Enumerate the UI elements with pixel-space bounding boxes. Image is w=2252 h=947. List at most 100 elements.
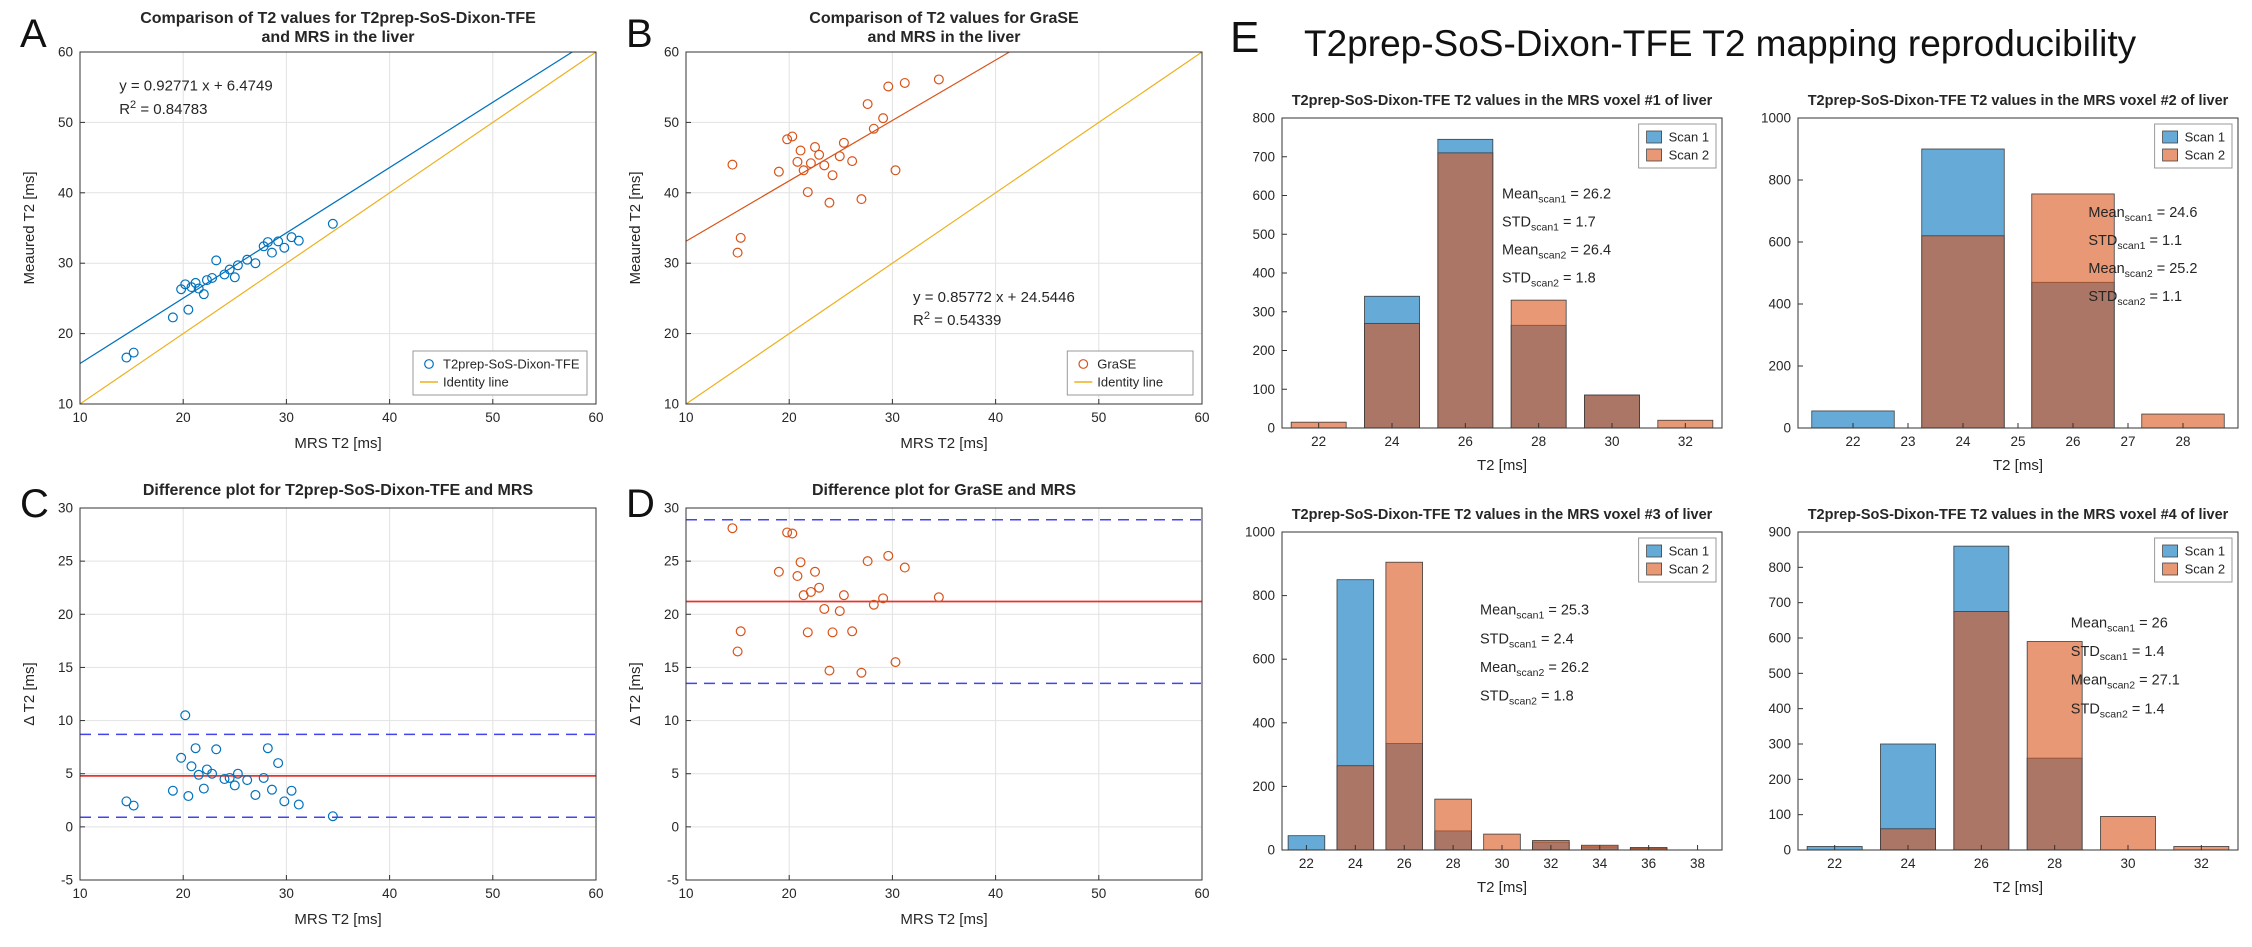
svg-text:400: 400 (1768, 297, 1791, 312)
svg-text:20: 20 (58, 607, 73, 622)
svg-text:200: 200 (1252, 779, 1275, 794)
svg-text:500: 500 (1252, 227, 1275, 242)
svg-text:10: 10 (72, 886, 87, 901)
svg-text:30: 30 (664, 501, 679, 516)
svg-text:40: 40 (58, 185, 73, 200)
svg-text:30: 30 (664, 256, 679, 271)
panel-e-title: T2prep-SoS-Dixon-TFE T2 mapping reproduc… (1304, 23, 2137, 64)
svg-text:50: 50 (485, 410, 500, 425)
svg-text:25: 25 (664, 554, 679, 569)
svg-text:25: 25 (58, 554, 73, 569)
svg-text:Meaured T2 [ms]: Meaured T2 [ms] (627, 171, 644, 284)
svg-text:26: 26 (1397, 856, 1412, 871)
svg-text:40: 40 (382, 886, 397, 901)
svg-text:700: 700 (1252, 149, 1275, 164)
svg-text:60: 60 (1194, 886, 1209, 901)
svg-text:5: 5 (671, 766, 679, 781)
svg-text:22: 22 (1299, 856, 1314, 871)
svg-text:y = 0.92771 x + 6.4749: y = 0.92771 x + 6.4749 (119, 78, 272, 95)
svg-text:and MRS in the liver: and MRS in the liver (868, 29, 1021, 46)
svg-text:50: 50 (58, 115, 73, 130)
svg-text:400: 400 (1252, 266, 1275, 281)
svg-text:T2prep-SoS-Dixon-TFE T2 values: T2prep-SoS-Dixon-TFE T2 values in the MR… (1292, 507, 1713, 523)
svg-text:500: 500 (1768, 666, 1791, 681)
svg-text:30: 30 (279, 410, 294, 425)
svg-text:26: 26 (1974, 856, 1989, 871)
svg-text:15: 15 (664, 660, 679, 675)
chart-histogram-voxel-4: Meanscan1 = 26 STDscan1 = 1.4 Meanscan2 = … (1742, 502, 2250, 902)
svg-text:20: 20 (664, 607, 679, 622)
svg-text:40: 40 (382, 410, 397, 425)
chart-histogram-voxel-1: Meanscan1 = 26.2 STDscan1 = 1.7 Meanscan2 … (1226, 88, 1734, 480)
svg-text:200: 200 (1252, 343, 1275, 358)
svg-text:800: 800 (1768, 173, 1791, 188)
svg-text:0: 0 (1267, 843, 1275, 858)
svg-text:36: 36 (1641, 856, 1656, 871)
svg-text:R2 = 0.84783: R2 = 0.84783 (119, 99, 207, 118)
svg-text:Meanscan2 = 25.2: Meanscan2 = 25.2 (2088, 261, 2197, 280)
svg-text:Scan 2: Scan 2 (1669, 562, 1709, 577)
svg-text:600: 600 (1768, 235, 1791, 250)
svg-text:Comparison of T2 values for T2: Comparison of T2 values for T2prep-SoS-D… (140, 10, 536, 27)
svg-text:60: 60 (58, 45, 73, 60)
svg-text:100: 100 (1252, 382, 1275, 397)
svg-text:26: 26 (2065, 434, 2080, 449)
svg-text:30: 30 (279, 886, 294, 901)
svg-text:Scan 1: Scan 1 (2185, 544, 2225, 559)
svg-text:10: 10 (678, 886, 693, 901)
svg-text:Meanscan1 = 25.3: Meanscan1 = 25.3 (1480, 603, 1589, 622)
svg-text:60: 60 (588, 410, 603, 425)
svg-text:22: 22 (1827, 856, 1842, 871)
svg-text:STDscan1 = 1.1: STDscan1 = 1.1 (2088, 233, 2182, 252)
svg-text:T2prep-SoS-Dixon-TFE T2 values: T2prep-SoS-Dixon-TFE T2 values in the MR… (1808, 507, 2229, 523)
panel-label-a: A (20, 12, 47, 56)
svg-text:T2 [ms]: T2 [ms] (1993, 457, 2043, 474)
svg-text:MRS T2 [ms]: MRS T2 [ms] (900, 911, 987, 928)
svg-text:50: 50 (485, 886, 500, 901)
svg-text:MRS T2 [ms]: MRS T2 [ms] (294, 911, 381, 928)
svg-text:60: 60 (664, 45, 679, 60)
svg-text:400: 400 (1252, 715, 1275, 730)
svg-text:Scan 2: Scan 2 (1669, 148, 1709, 163)
svg-text:600: 600 (1252, 652, 1275, 667)
panel-label-b: B (626, 12, 653, 56)
panel-label-c: C (20, 482, 49, 526)
svg-text:Meanscan1 = 26: Meanscan1 = 26 (2071, 615, 2168, 634)
svg-text:5: 5 (65, 766, 73, 781)
svg-text:30: 30 (885, 886, 900, 901)
svg-text:T2prep-SoS-Dixon-TFE T2 values: T2prep-SoS-Dixon-TFE T2 values in the MR… (1808, 93, 2229, 109)
svg-text:20: 20 (782, 886, 797, 901)
svg-text:20: 20 (176, 886, 191, 901)
svg-text:26: 26 (1458, 434, 1473, 449)
svg-text:Meanscan2 = 26.2: Meanscan2 = 26.2 (1480, 660, 1589, 679)
chart-comparison-t2prep-vs-mrs: y = 0.92771 x + 6.4749 R2 = 0.84783 10 20 30… (18, 6, 610, 458)
panel-label-d: D (626, 482, 655, 526)
svg-text:STDscan2 = 1.8: STDscan2 = 1.8 (1502, 270, 1596, 289)
svg-text:-5: -5 (61, 873, 73, 888)
svg-text:GraSE: GraSE (1097, 357, 1136, 372)
svg-text:1000: 1000 (1761, 111, 1791, 126)
svg-text:800: 800 (1252, 588, 1275, 603)
svg-text:24: 24 (1955, 434, 1971, 449)
svg-text:1000: 1000 (1245, 525, 1275, 540)
svg-text:28: 28 (2175, 434, 2190, 449)
svg-text:22: 22 (1845, 434, 1860, 449)
svg-text:700: 700 (1768, 595, 1791, 610)
svg-text:10: 10 (678, 410, 693, 425)
svg-text:Meanscan2 = 27.1: Meanscan2 = 27.1 (2071, 673, 2180, 692)
svg-text:20: 20 (58, 326, 73, 341)
svg-text:Scan 2: Scan 2 (2185, 562, 2225, 577)
svg-text:STDscan1 = 2.4: STDscan1 = 2.4 (1480, 631, 1574, 650)
svg-text:Δ T2 [ms]: Δ T2 [ms] (21, 662, 38, 725)
chart-histogram-voxel-2: Meanscan1 = 24.6 STDscan1 = 1.1 Meanscan2 … (1742, 88, 2250, 480)
svg-text:50: 50 (664, 115, 679, 130)
chart-difference-t2prep-mrs: 10 20 30 40 50 60 -5 0 5 10 15 20 25 30 Difference plo… (18, 478, 610, 934)
svg-text:10: 10 (664, 713, 679, 728)
svg-text:0: 0 (671, 819, 679, 834)
svg-text:28: 28 (1446, 856, 1461, 871)
svg-text:300: 300 (1252, 304, 1275, 319)
svg-text:24: 24 (1348, 856, 1364, 871)
svg-text:32: 32 (1543, 856, 1558, 871)
svg-text:600: 600 (1252, 188, 1275, 203)
